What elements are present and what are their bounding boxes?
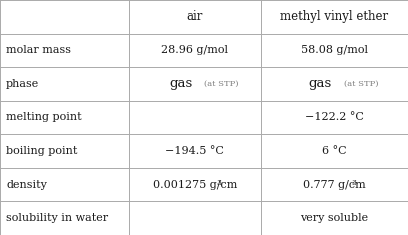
Text: −194.5 °C: −194.5 °C xyxy=(165,146,224,156)
Text: (at STP): (at STP) xyxy=(204,80,239,88)
Text: boiling point: boiling point xyxy=(6,146,78,156)
Text: methyl vinyl ether: methyl vinyl ether xyxy=(280,10,389,23)
Text: 3: 3 xyxy=(217,179,222,187)
Text: (at STP): (at STP) xyxy=(344,80,378,88)
Text: 0.001275 g/cm: 0.001275 g/cm xyxy=(153,180,237,190)
Text: phase: phase xyxy=(6,79,39,89)
Text: gas: gas xyxy=(309,77,332,90)
Text: 28.96 g/mol: 28.96 g/mol xyxy=(161,45,228,55)
Text: −122.2 °C: −122.2 °C xyxy=(305,113,364,122)
Text: 3: 3 xyxy=(351,179,356,187)
Text: density: density xyxy=(6,180,47,190)
Text: solubility in water: solubility in water xyxy=(6,213,108,223)
Text: air: air xyxy=(186,10,203,23)
Text: very soluble: very soluble xyxy=(301,213,368,223)
Text: 6 °C: 6 °C xyxy=(322,146,347,156)
Text: melting point: melting point xyxy=(6,113,82,122)
Text: 58.08 g/mol: 58.08 g/mol xyxy=(301,45,368,55)
Text: molar mass: molar mass xyxy=(6,45,71,55)
Text: gas: gas xyxy=(169,77,192,90)
Text: 0.777 g/cm: 0.777 g/cm xyxy=(303,180,366,190)
